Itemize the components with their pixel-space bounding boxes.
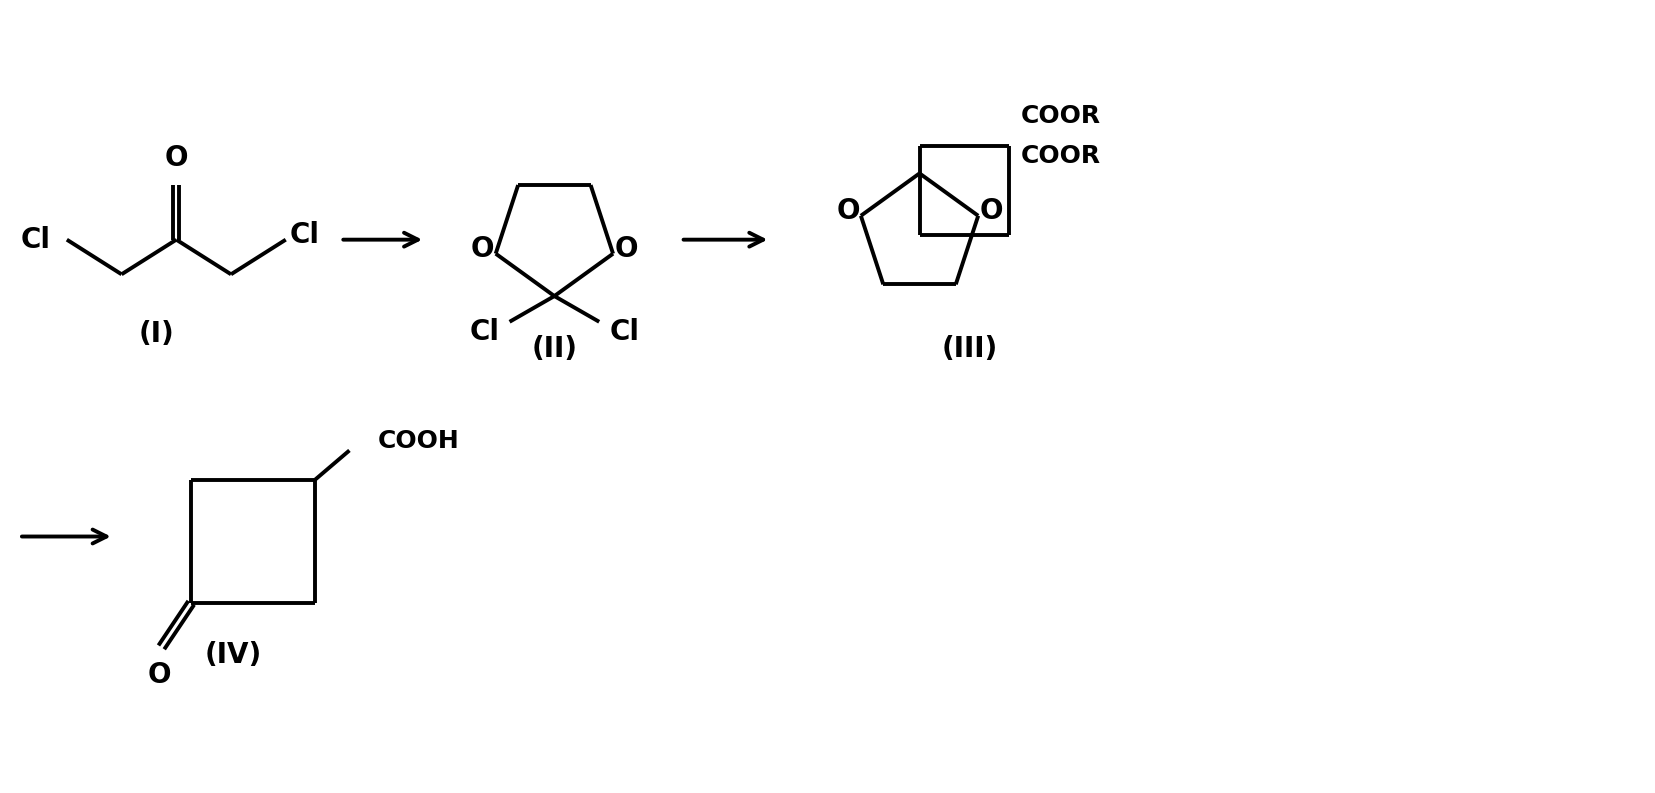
Text: COOH: COOH: [377, 428, 458, 453]
Text: Cl: Cl: [290, 220, 319, 249]
Text: (IV): (IV): [204, 642, 261, 669]
Text: O: O: [470, 235, 495, 262]
Text: COOR: COOR: [1021, 144, 1101, 167]
Text: O: O: [836, 197, 859, 224]
Text: O: O: [614, 235, 637, 262]
Text: Cl: Cl: [609, 318, 639, 346]
Text: Cl: Cl: [470, 318, 500, 346]
Text: Cl: Cl: [22, 226, 51, 254]
Text: (I): (I): [139, 320, 174, 347]
Text: O: O: [978, 197, 1003, 224]
Text: O: O: [164, 144, 189, 171]
Text: (III): (III): [940, 335, 996, 362]
Text: O: O: [147, 661, 170, 689]
Text: COOR: COOR: [1021, 104, 1101, 128]
Text: (II): (II): [531, 335, 578, 362]
